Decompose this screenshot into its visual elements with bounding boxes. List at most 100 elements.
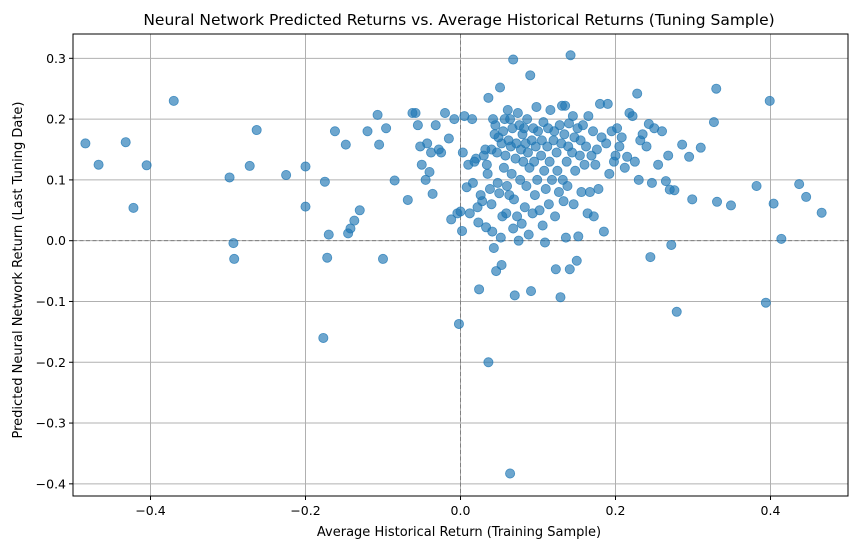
data-point [536, 150, 547, 161]
data-point [711, 83, 722, 94]
data-point [526, 286, 537, 297]
data-point [354, 205, 365, 216]
data-point [794, 179, 805, 190]
data-point [677, 139, 688, 150]
data-point [570, 165, 581, 176]
data-point [616, 132, 627, 143]
data-point [495, 82, 506, 93]
data-point [533, 126, 544, 137]
data-point [412, 120, 423, 131]
data-point [522, 147, 533, 158]
data-point [543, 199, 554, 210]
data-point [590, 159, 601, 170]
data-point [712, 196, 723, 207]
data-point [120, 137, 131, 148]
data-point [666, 239, 677, 250]
data-point [455, 206, 466, 217]
data-point [627, 111, 638, 122]
data-point [708, 117, 719, 128]
data-point [518, 156, 529, 167]
data-point [381, 123, 392, 134]
data-point [477, 196, 488, 207]
data-point [546, 174, 557, 185]
data-point [498, 162, 509, 173]
data-point [128, 202, 139, 213]
x-tick-label: −0.2 [290, 503, 320, 518]
data-point [562, 180, 573, 191]
data-point [598, 226, 609, 237]
data-point [523, 229, 534, 240]
data-point [601, 138, 612, 149]
data-point [641, 141, 652, 152]
data-point [501, 180, 512, 191]
data-point [581, 141, 592, 152]
data-point [671, 306, 682, 317]
data-point [584, 187, 595, 198]
data-point [487, 226, 498, 237]
data-point [457, 147, 468, 158]
x-tick-label: 0.0 [451, 503, 471, 518]
data-point [492, 177, 503, 188]
data-point [633, 174, 644, 185]
data-point [657, 126, 668, 137]
data-point [646, 177, 657, 188]
x-tick-label: 0.2 [606, 503, 626, 518]
data-point [436, 147, 447, 158]
data-point [318, 332, 329, 343]
data-point [457, 225, 468, 236]
y-axis-title: Predicted Neural Network Return (Last Tu… [11, 102, 26, 439]
data-point [281, 170, 292, 181]
data-point [329, 126, 340, 137]
data-point [695, 142, 706, 153]
data-point [453, 318, 464, 329]
data-point [632, 88, 643, 99]
data-point [530, 141, 541, 152]
data-point [486, 199, 497, 210]
data-point [684, 151, 695, 162]
data-point [498, 126, 509, 137]
y-tick-label: −0.2 [36, 355, 66, 370]
data-point [502, 104, 513, 115]
data-point [519, 123, 530, 134]
data-point [430, 120, 441, 131]
data-point [505, 468, 516, 479]
y-tick-label: −0.1 [36, 294, 66, 309]
data-point [374, 139, 385, 150]
data-point [508, 54, 519, 65]
data-point [525, 70, 536, 81]
data-point [427, 188, 438, 199]
data-point [141, 160, 152, 171]
data-point [251, 125, 262, 136]
data-point [496, 259, 507, 270]
y-tick-label: −0.4 [36, 476, 66, 491]
data-point [554, 120, 565, 131]
data-point [568, 199, 579, 210]
data-point [345, 223, 356, 234]
data-point [512, 108, 523, 119]
data-point [402, 194, 413, 205]
data-point [515, 174, 526, 185]
data-point [558, 196, 569, 207]
data-point [516, 218, 527, 229]
data-point [551, 147, 562, 158]
data-point [534, 205, 545, 216]
data-point [322, 252, 333, 263]
data-point [645, 252, 656, 263]
data-point [540, 184, 551, 195]
data-point [508, 194, 519, 205]
data-point [319, 176, 330, 187]
data-point [768, 198, 779, 209]
data-point [537, 220, 548, 231]
data-point [629, 156, 640, 167]
data-point [484, 184, 495, 195]
data-point [637, 129, 648, 140]
data-point [229, 253, 240, 264]
data-point [522, 114, 533, 125]
data-point [340, 139, 351, 150]
data-point [816, 207, 827, 218]
data-point [410, 108, 421, 119]
y-tick-label: 0.2 [46, 112, 66, 127]
data-point [602, 98, 613, 109]
data-point [545, 104, 556, 115]
data-point [449, 114, 460, 125]
